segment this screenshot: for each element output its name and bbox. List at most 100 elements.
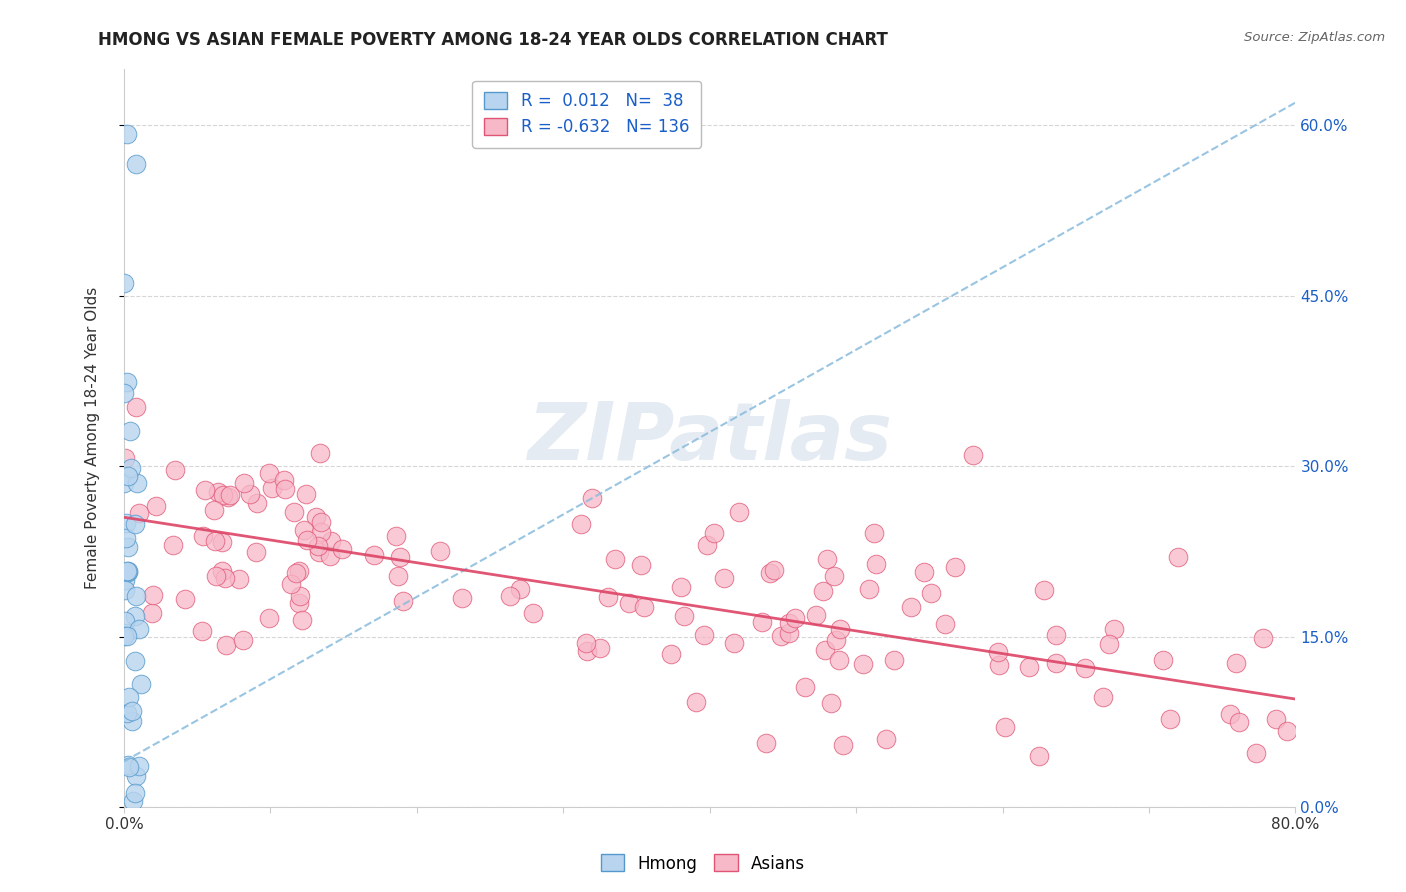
Point — [307, 539, 329, 553]
Point — [1159, 712, 1181, 726]
Point — [121, 714, 143, 729]
Point — [114, 573, 136, 587]
Point — [429, 543, 451, 558]
Y-axis label: Female Poverty Among 18-24 Year Olds: Female Poverty Among 18-24 Year Olds — [86, 286, 100, 589]
Point — [125, 770, 148, 784]
Point — [117, 128, 139, 142]
Point — [728, 505, 751, 519]
Point — [392, 594, 415, 608]
Point — [825, 633, 848, 648]
Point — [778, 625, 800, 640]
Point — [114, 614, 136, 628]
Point — [509, 582, 531, 597]
Point — [309, 515, 332, 529]
Point — [112, 475, 135, 490]
Point — [117, 469, 139, 483]
Point — [125, 589, 148, 603]
Point — [262, 481, 284, 495]
Point — [1227, 715, 1250, 730]
Point — [659, 647, 682, 661]
Point — [387, 569, 409, 583]
Point — [257, 611, 280, 625]
Point — [120, 461, 142, 475]
Point — [754, 735, 776, 749]
Point — [246, 496, 269, 510]
Point — [295, 533, 318, 548]
Point — [284, 566, 307, 580]
Point — [830, 622, 852, 636]
Point — [769, 630, 792, 644]
Point — [1028, 748, 1050, 763]
Point — [115, 564, 138, 578]
Point — [128, 506, 150, 520]
Point — [588, 640, 610, 655]
Point — [163, 463, 186, 477]
Point — [630, 558, 652, 572]
Point — [669, 580, 692, 594]
Point — [114, 516, 136, 531]
Point — [1225, 656, 1247, 670]
Point — [1251, 631, 1274, 645]
Point — [1219, 707, 1241, 722]
Point — [522, 606, 544, 620]
Point — [295, 487, 318, 501]
Point — [124, 517, 146, 532]
Point — [112, 628, 135, 642]
Point — [115, 706, 138, 720]
Point — [1045, 628, 1067, 642]
Point — [1102, 623, 1125, 637]
Point — [703, 525, 725, 540]
Point — [219, 487, 242, 501]
Point — [115, 626, 138, 640]
Point — [499, 589, 522, 603]
Point — [280, 577, 302, 591]
Point — [212, 488, 235, 502]
Legend: Hmong, Asians: Hmong, Asians — [595, 847, 811, 880]
Point — [696, 538, 718, 552]
Point — [292, 524, 315, 538]
Point — [883, 653, 905, 667]
Point — [214, 570, 236, 584]
Point — [288, 596, 311, 610]
Point — [217, 490, 239, 504]
Point — [363, 548, 385, 562]
Text: ZIPatlas: ZIPatlas — [527, 399, 893, 476]
Point — [205, 568, 228, 582]
Point — [118, 690, 141, 704]
Text: Source: ZipAtlas.com: Source: ZipAtlas.com — [1244, 31, 1385, 45]
Point — [232, 475, 254, 490]
Point — [128, 622, 150, 636]
Point — [308, 545, 330, 559]
Point — [1265, 712, 1288, 726]
Point — [785, 611, 807, 625]
Point — [291, 613, 314, 627]
Point — [804, 607, 827, 622]
Point — [994, 720, 1017, 734]
Point — [852, 657, 875, 672]
Point — [1073, 661, 1095, 675]
Point — [685, 695, 707, 709]
Point — [117, 540, 139, 554]
Point — [273, 473, 295, 487]
Point — [762, 563, 785, 577]
Point — [451, 591, 474, 605]
Point — [194, 483, 217, 497]
Point — [814, 643, 837, 657]
Point — [713, 571, 735, 585]
Point — [191, 529, 214, 543]
Point — [245, 545, 267, 559]
Point — [865, 557, 887, 571]
Point — [145, 499, 167, 513]
Point — [191, 624, 214, 638]
Point — [319, 534, 342, 549]
Point — [125, 157, 148, 171]
Text: HMONG VS ASIAN FEMALE POVERTY AMONG 18-24 YEAR OLDS CORRELATION CHART: HMONG VS ASIAN FEMALE POVERTY AMONG 18-2… — [98, 31, 889, 49]
Point — [900, 600, 922, 615]
Point — [129, 677, 152, 691]
Point — [283, 505, 305, 519]
Point — [125, 400, 148, 414]
Point — [1045, 656, 1067, 670]
Point — [693, 628, 716, 642]
Point — [309, 446, 332, 460]
Point — [239, 487, 262, 501]
